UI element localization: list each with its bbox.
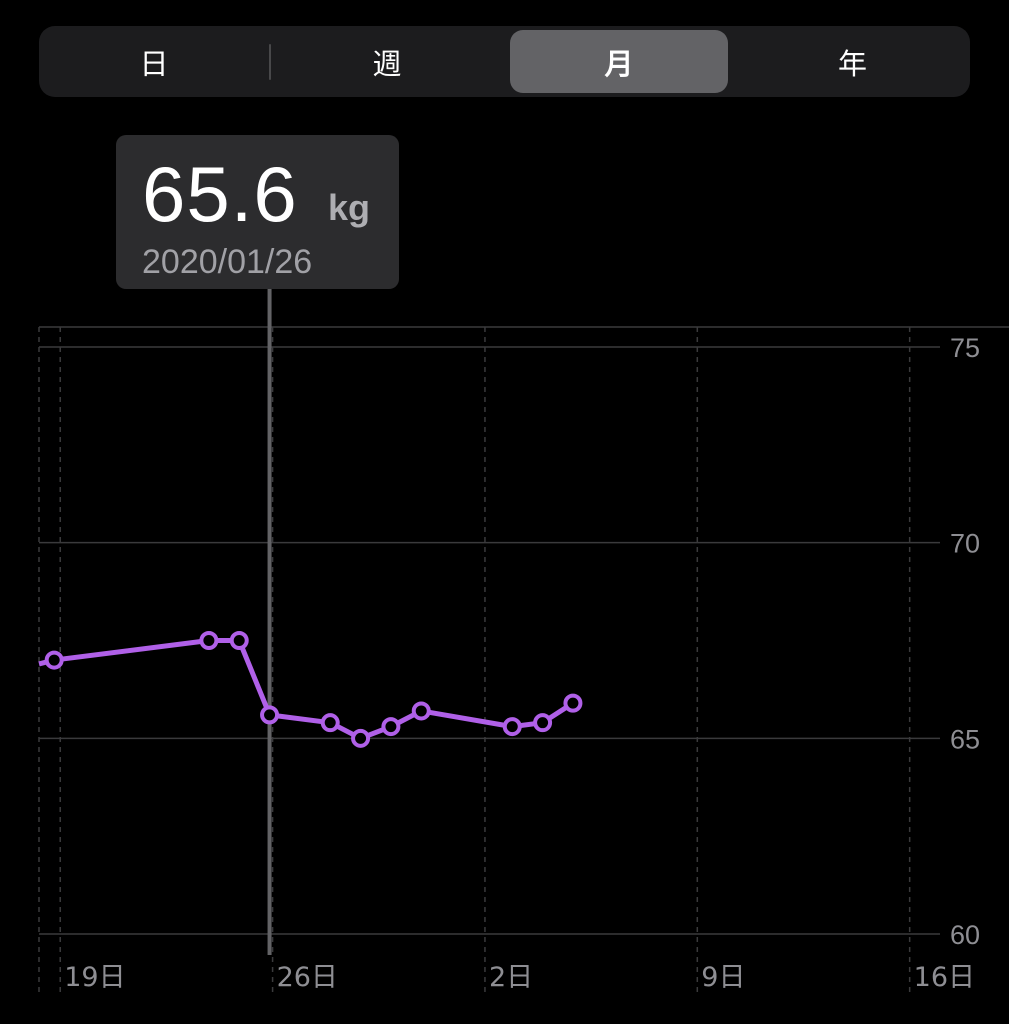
segment-year[interactable]: 年: [837, 46, 867, 81]
segment-week[interactable]: 週: [372, 46, 402, 81]
x-axis-labels: 19日 26日 2日 9日 16日: [64, 962, 975, 993]
tooltip-date: 2020/01/26: [142, 243, 313, 281]
data-point[interactable]: [381, 717, 401, 737]
x-tick-label: 16日: [914, 962, 975, 993]
series-line: [38, 638, 575, 741]
data-point[interactable]: [229, 631, 249, 650]
segment-day[interactable]: 日: [139, 46, 169, 81]
x-tick-label: 26日: [277, 962, 338, 993]
data-point[interactable]: [502, 717, 522, 737]
data-point[interactable]: [260, 705, 280, 725]
x-tick-label: 9日: [701, 962, 745, 993]
data-points: [44, 631, 583, 748]
segment-divider: [269, 44, 271, 80]
y-tick-label: 60: [950, 920, 980, 950]
y-tick-label: 65: [950, 724, 980, 754]
data-point[interactable]: [411, 701, 431, 721]
y-tick-label: 75: [950, 333, 980, 363]
tooltip-unit: kg: [328, 187, 371, 228]
x-tick-label: 2日: [489, 962, 533, 993]
data-point[interactable]: [563, 693, 583, 713]
data-point[interactable]: [44, 650, 64, 670]
y-axis-labels: 75 70 65 60: [950, 333, 980, 950]
data-point[interactable]: [320, 713, 340, 733]
y-tick-label: 70: [950, 529, 980, 559]
segment-month[interactable]: 月: [510, 30, 728, 93]
selected-value-tooltip: 65.6 kg 2020/01/26: [116, 135, 399, 289]
x-tick-label: 19日: [64, 962, 125, 993]
data-point[interactable]: [533, 713, 553, 733]
data-point[interactable]: [199, 631, 219, 650]
tooltip-value: 65.6: [142, 150, 298, 238]
data-point[interactable]: [351, 728, 371, 748]
period-segmented-control: 日 週 月 年: [39, 26, 970, 97]
chart-grid: [38, 326, 1009, 995]
